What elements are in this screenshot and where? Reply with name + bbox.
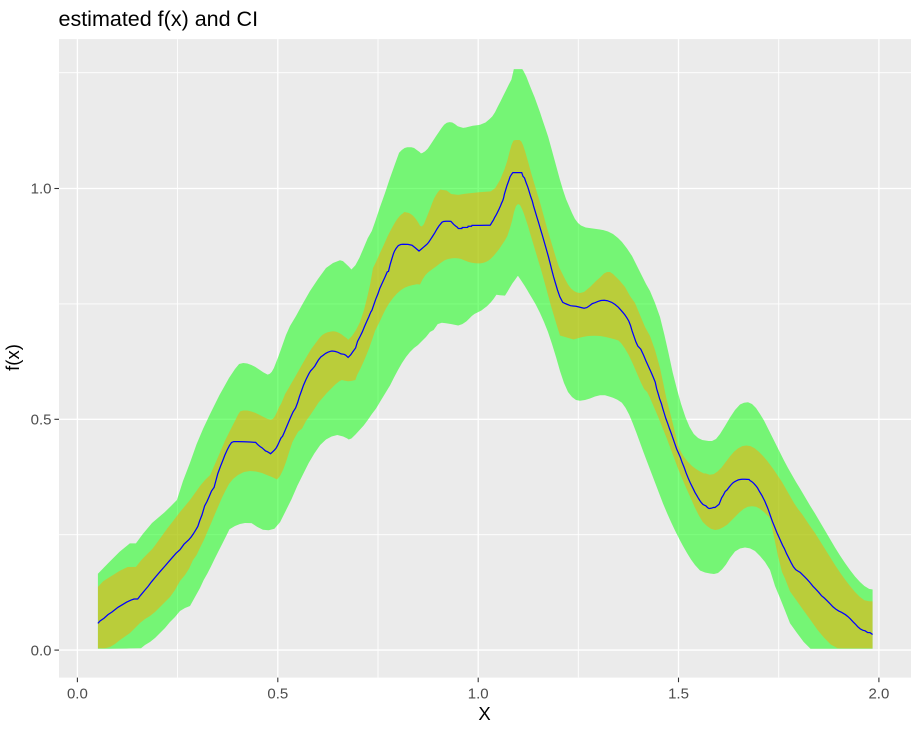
svg-text:1.0: 1.0 (468, 686, 489, 703)
svg-text:0.0: 0.0 (31, 642, 52, 659)
svg-text:0.0: 0.0 (67, 686, 88, 703)
svg-text:1.5: 1.5 (668, 686, 689, 703)
svg-text:0.5: 0.5 (31, 412, 52, 429)
svg-text:f(x): f(x) (2, 344, 23, 371)
svg-text:2.0: 2.0 (868, 686, 889, 703)
svg-text:estimated f(x) and CI: estimated f(x) and CI (59, 7, 259, 31)
svg-text:X: X (478, 703, 490, 724)
svg-text:1.0: 1.0 (31, 181, 52, 198)
svg-text:0.5: 0.5 (267, 686, 288, 703)
